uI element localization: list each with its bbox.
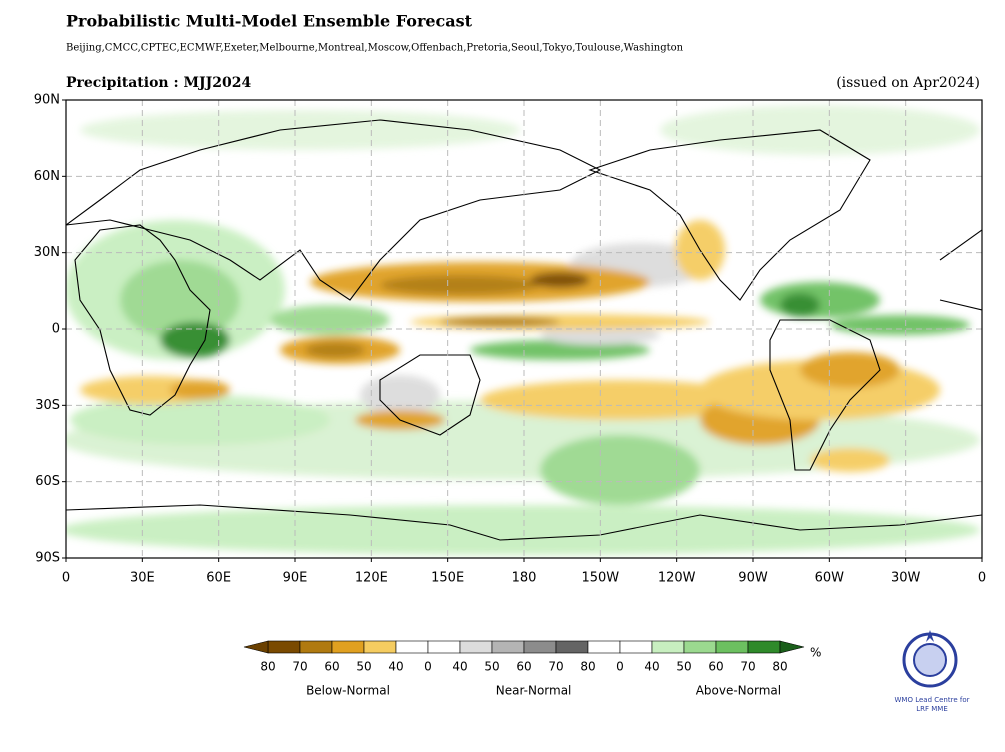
lon-label: 60E	[206, 571, 231, 586]
lon-label: 120E	[355, 571, 388, 586]
colorbar-tick-label: 40	[388, 660, 403, 674]
colorbar-tick-label: 40	[644, 660, 659, 674]
lon-label: 0	[978, 571, 986, 586]
colorbar-tick-label: 0	[424, 660, 432, 674]
colorbar-arrow	[243, 640, 269, 654]
lat-label: 30N	[34, 245, 60, 260]
colorbar-tick-label: 50	[484, 660, 499, 674]
lat-label: 30S	[35, 398, 60, 413]
colorbar-tick-label: 80	[580, 660, 595, 674]
lat-label: 60N	[34, 169, 60, 184]
lon-label: 60W	[815, 571, 845, 586]
category-label: Above-Normal	[696, 684, 781, 698]
colorbar-tick-label: 60	[708, 660, 723, 674]
colorbar-swatch	[331, 640, 365, 654]
colorbar-tick-label: 50	[356, 660, 371, 674]
lon-label: 30E	[130, 571, 155, 586]
logo-text: WMO Lead Centre for	[895, 696, 970, 704]
coastlines	[66, 119, 982, 541]
lat-label: 60S	[35, 474, 60, 489]
title: Probabilistic Multi-Model Ensemble Forec…	[66, 12, 473, 31]
colorbar-swatch	[747, 640, 781, 654]
colorbar-tick-label: 70	[740, 660, 755, 674]
lon-label: 150W	[581, 571, 619, 586]
lat-label: 0	[52, 322, 60, 337]
wmo-logo: WMO Lead Centre for LRF MME	[895, 630, 970, 713]
colorbar-swatch	[459, 640, 493, 654]
grid	[66, 100, 982, 558]
colorbar-swatch	[619, 640, 653, 654]
lon-label: 0	[62, 571, 70, 586]
colorbar-tick-label: 80	[772, 660, 787, 674]
colorbar-swatch	[395, 640, 429, 654]
logo-text: LRF MME	[916, 705, 948, 713]
lat-label: 90S	[35, 551, 60, 566]
colorbar-tick-label: 70	[548, 660, 563, 674]
colorbar-unit: %	[810, 646, 821, 660]
category-label: Near-Normal	[496, 684, 572, 698]
colorbar-tick-label: 60	[516, 660, 531, 674]
issued-date: (issued on Apr2024)	[836, 75, 980, 91]
colorbar-tick-label: 0	[616, 660, 624, 674]
colorbar-tick-label: 40	[452, 660, 467, 674]
panel-title: Precipitation : MJJ2024	[66, 75, 251, 91]
colorbar-swatch	[427, 640, 461, 654]
colorbar-swatch	[555, 640, 589, 654]
lon-label: 90E	[283, 571, 308, 586]
lon-label: 30W	[891, 571, 921, 586]
lon-label: 150E	[431, 571, 464, 586]
colorbar-swatch	[299, 640, 333, 654]
colorbar-swatch	[683, 640, 717, 654]
colorbar-tick-label: 50	[676, 660, 691, 674]
colorbar-swatch	[267, 640, 301, 654]
colorbar-swatch	[715, 640, 749, 654]
lat-label: 90N	[34, 93, 60, 108]
colorbar: 80 70 60 50 40 0 40 50 60 70 80 0 40 50 60 70 80% Below-N…	[243, 640, 821, 698]
lon-label: 120W	[658, 571, 696, 586]
colorbar-swatch	[491, 640, 525, 654]
lon-label: 90W	[738, 571, 768, 586]
colorbar-swatch	[523, 640, 557, 654]
category-label: Below-Normal	[306, 684, 390, 698]
colorbar-tick-label: 60	[324, 660, 339, 674]
colorbar-tick-label: 80	[260, 660, 275, 674]
colorbar-arrow	[779, 640, 805, 654]
colorbar-swatch	[651, 640, 685, 654]
lon-label: 180	[512, 571, 537, 586]
colorbar-swatch	[363, 640, 397, 654]
colorbar-tick-label: 70	[292, 660, 307, 674]
colorbar-swatch	[587, 640, 621, 654]
subtitle: Beijing,CMCC,CPTEC,ECMWF,Exeter,Melbourn…	[66, 43, 684, 54]
